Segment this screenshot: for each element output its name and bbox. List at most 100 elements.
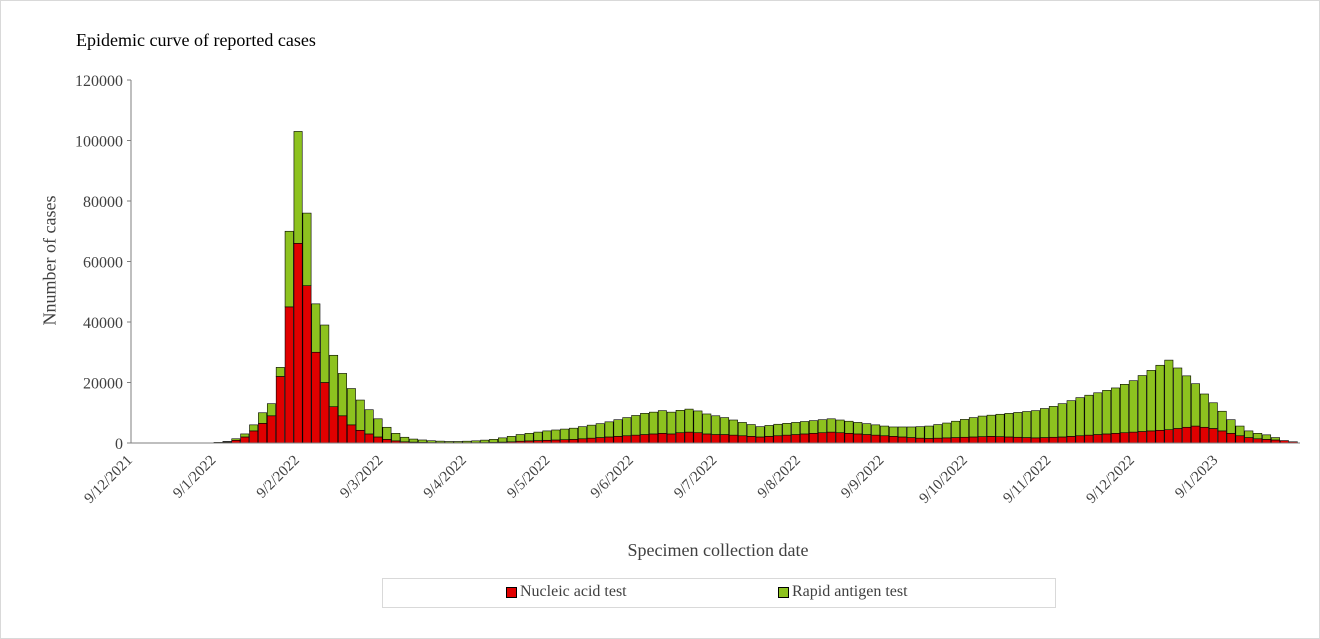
bar-rapid-antigen bbox=[1271, 437, 1280, 441]
bar-rapid-antigen bbox=[862, 423, 872, 435]
bar-nucleic-acid bbox=[808, 433, 818, 444]
bar-rapid-antigen bbox=[1084, 394, 1094, 436]
bar-rapid-antigen bbox=[1244, 430, 1254, 438]
bar-rapid-antigen bbox=[666, 411, 676, 435]
bar-rapid-antigen bbox=[808, 420, 818, 434]
bar-nucleic-acid bbox=[906, 437, 916, 444]
bar-rapid-antigen bbox=[1048, 406, 1058, 438]
bar-nucleic-acid bbox=[329, 406, 339, 444]
bar-rapid-antigen bbox=[1199, 393, 1209, 428]
bar-rapid-antigen bbox=[1253, 433, 1263, 440]
bar-rapid-antigen bbox=[1119, 384, 1129, 434]
bar-nucleic-acid bbox=[1199, 426, 1209, 444]
bar-rapid-antigen bbox=[373, 418, 383, 438]
bar-rapid-antigen bbox=[595, 423, 605, 438]
bar-rapid-antigen bbox=[222, 441, 232, 443]
bar-nucleic-acid bbox=[1102, 433, 1112, 444]
bar-nucleic-acid bbox=[373, 436, 383, 444]
bar-nucleic-acid bbox=[684, 431, 694, 444]
bar-rapid-antigen bbox=[1262, 434, 1272, 440]
bar-nucleic-acid bbox=[817, 432, 827, 444]
y-tick-label: 60000 bbox=[83, 255, 123, 272]
bar-nucleic-acid bbox=[924, 438, 934, 444]
bar-rapid-antigen bbox=[684, 408, 694, 433]
bar-rapid-antigen bbox=[1155, 364, 1165, 431]
bar-nucleic-acid bbox=[1253, 438, 1263, 444]
bar-rapid-antigen bbox=[871, 424, 881, 436]
bar-rapid-antigen bbox=[240, 433, 250, 438]
bar-rapid-antigen bbox=[693, 410, 703, 434]
bar-nucleic-acid bbox=[871, 434, 881, 444]
bar-nucleic-acid bbox=[960, 436, 969, 444]
bar-rapid-antigen bbox=[1013, 412, 1023, 438]
bar-nucleic-acid bbox=[311, 351, 321, 444]
bar-nucleic-acid bbox=[657, 433, 667, 444]
bar-nucleic-acid bbox=[1155, 429, 1165, 444]
bar-nucleic-acid bbox=[800, 433, 809, 444]
bar-nucleic-acid bbox=[595, 437, 605, 444]
bar-nucleic-acid bbox=[1022, 437, 1032, 444]
bar-nucleic-acid bbox=[586, 437, 596, 444]
x-ticks: 9/12/2021 9/1/2022 9/2/2022 9/3/2022 9/4/202… bbox=[81, 453, 1221, 507]
bar-rapid-antigen bbox=[542, 430, 552, 441]
bar-rapid-antigen bbox=[844, 420, 854, 434]
bar-nucleic-acid bbox=[293, 243, 303, 444]
bar-rapid-antigen bbox=[551, 429, 561, 441]
legend-swatch-antigen bbox=[778, 586, 789, 598]
bar-nucleic-acid bbox=[1244, 437, 1254, 444]
bar-nucleic-acid bbox=[1084, 434, 1094, 444]
bar-nucleic-acid bbox=[915, 437, 925, 444]
bar-nucleic-acid bbox=[338, 415, 347, 444]
bar-rapid-antigen bbox=[1066, 400, 1076, 437]
bar-rapid-antigen bbox=[418, 439, 427, 443]
bar-nucleic-acid bbox=[764, 436, 774, 444]
bar-rapid-antigen bbox=[729, 419, 738, 436]
bar-nucleic-acid bbox=[1146, 430, 1156, 444]
y-tick-label: 20000 bbox=[83, 376, 123, 393]
bar-rapid-antigen bbox=[506, 436, 516, 443]
bar-rapid-antigen bbox=[782, 423, 792, 436]
bar-rapid-antigen bbox=[346, 388, 356, 426]
bar-rapid-antigen bbox=[1235, 425, 1245, 437]
bar-rapid-antigen bbox=[1208, 402, 1218, 429]
x-axis-label: Specimen collection date bbox=[628, 540, 809, 560]
bar-rapid-antigen bbox=[995, 413, 1005, 437]
bar-rapid-antigen bbox=[853, 422, 863, 435]
bar-rapid-antigen bbox=[1226, 419, 1236, 434]
bar-rapid-antigen bbox=[1128, 380, 1138, 433]
bar-rapid-antigen bbox=[1137, 375, 1147, 432]
bar-rapid-antigen bbox=[524, 433, 534, 442]
bar-rapid-antigen bbox=[880, 425, 889, 437]
bar-nucleic-acid bbox=[844, 433, 854, 444]
bar-rapid-antigen bbox=[737, 422, 747, 437]
bar-rapid-antigen bbox=[1004, 413, 1014, 438]
bar-rapid-antigen bbox=[720, 417, 730, 435]
x-tick-label: 9/4/2022 bbox=[421, 453, 470, 502]
bar-rapid-antigen bbox=[622, 417, 632, 437]
bar-rapid-antigen bbox=[1075, 397, 1085, 437]
bar-nucleic-acid bbox=[897, 436, 907, 444]
bar-nucleic-acid bbox=[773, 435, 783, 444]
bar-nucleic-acid bbox=[675, 432, 685, 444]
bar-nucleic-acid bbox=[275, 376, 285, 444]
bar-nucleic-acid bbox=[755, 436, 765, 444]
bar-nucleic-acid bbox=[355, 429, 365, 444]
bar-rapid-antigen bbox=[897, 426, 907, 438]
x-tick-label: 9/3/2022 bbox=[337, 453, 386, 502]
bar-nucleic-acid bbox=[853, 433, 863, 444]
bar-rapid-antigen bbox=[249, 424, 259, 432]
bar-nucleic-acid bbox=[1119, 432, 1129, 444]
bar-nucleic-acid bbox=[1048, 436, 1058, 444]
bar-rapid-antigen bbox=[586, 424, 596, 439]
bar-rapid-antigen bbox=[1164, 359, 1174, 430]
bar-rapid-antigen bbox=[533, 431, 543, 441]
bars-group bbox=[213, 131, 1298, 444]
bar-nucleic-acid bbox=[968, 436, 978, 444]
bar-rapid-antigen bbox=[1022, 411, 1032, 438]
bar-nucleic-acid bbox=[364, 433, 374, 444]
bar-nucleic-acid bbox=[1208, 428, 1218, 444]
legend-item-antigen: Rapid antigen test bbox=[778, 583, 908, 601]
legend: Nucleic acid test Rapid antigen test bbox=[382, 578, 1056, 608]
x-tick-label: 9/8/2022 bbox=[755, 453, 804, 502]
bar-rapid-antigen bbox=[1173, 367, 1183, 429]
